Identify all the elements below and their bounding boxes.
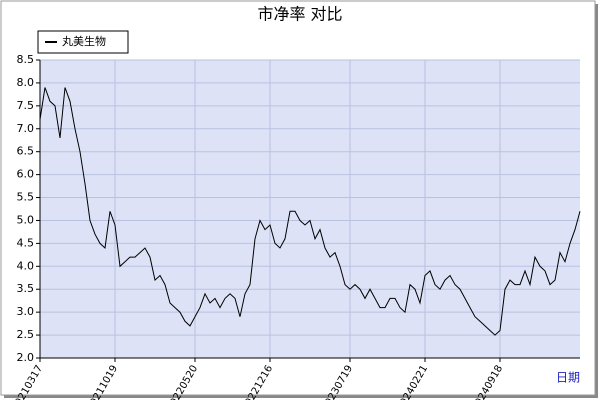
y-tick-label: 7.5: [17, 99, 35, 112]
y-tick-label: 2.0: [17, 351, 35, 364]
y-tick-label: 5.5: [17, 191, 35, 204]
line-series: [39, 87, 581, 336]
y-tick-label: 6.0: [17, 168, 35, 181]
y-tick-label: 2.5: [17, 328, 35, 341]
legend-label: 丸美生物: [62, 34, 106, 48]
y-tick-label: 8.0: [17, 76, 35, 89]
legend: [37, 30, 129, 54]
y-tick-label: 6.5: [17, 145, 35, 158]
y-tick-label: 7.0: [17, 122, 35, 135]
y-tick-label: 3.5: [17, 282, 35, 295]
chart-title: 市净率 对比: [257, 5, 342, 24]
y-tick-label: 4.0: [17, 259, 35, 272]
plot-area: [40, 60, 580, 358]
y-tick-label: 4.5: [17, 236, 35, 249]
x-axis-label: 日期: [556, 371, 580, 385]
y-tick-label: 3.0: [17, 305, 35, 318]
y-tick-label: 5.0: [17, 213, 35, 226]
y-tick-label: 8.5: [17, 53, 35, 66]
